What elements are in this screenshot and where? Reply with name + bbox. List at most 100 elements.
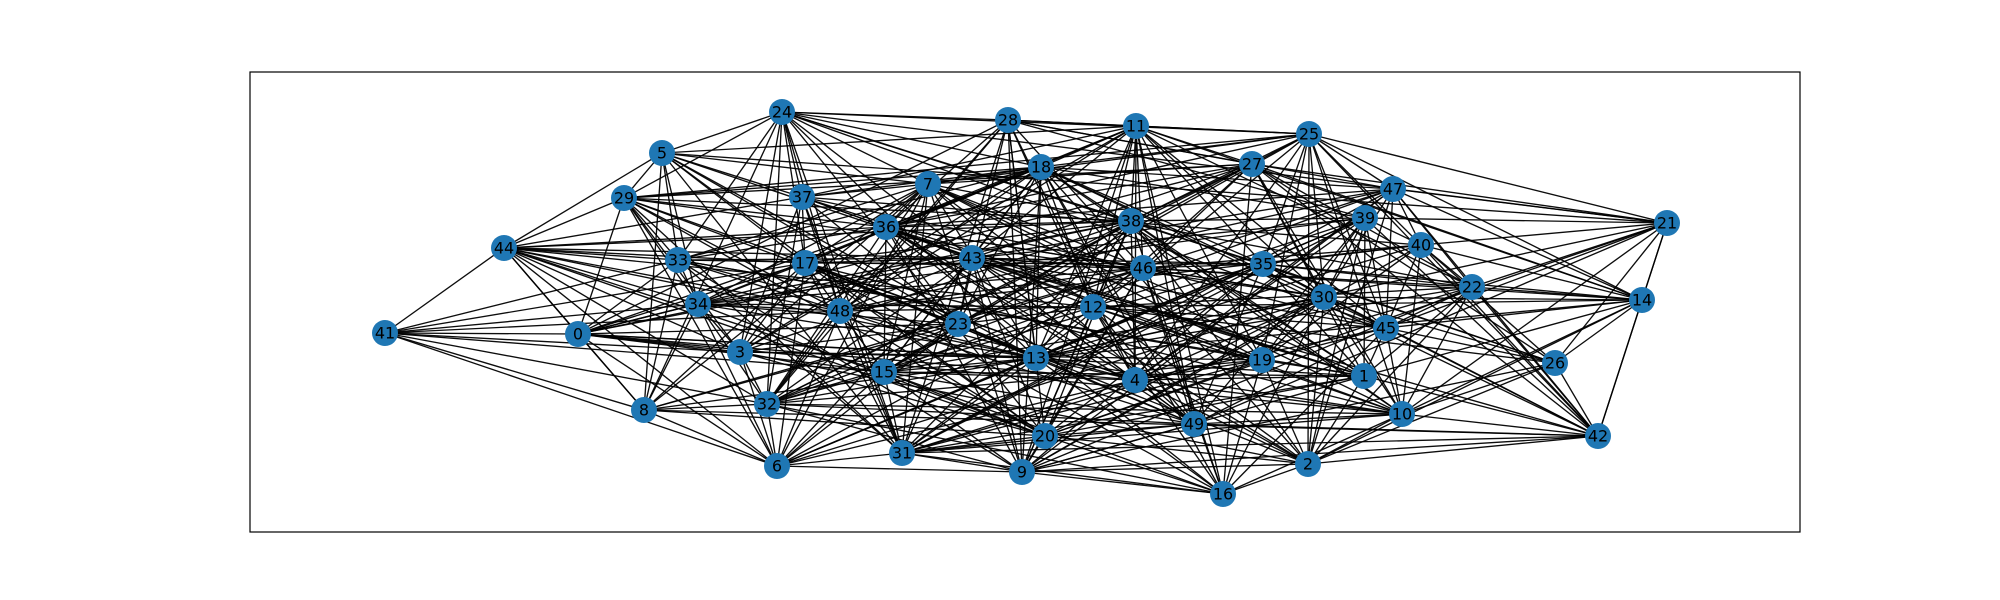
edge-13-14: [1035, 299, 1643, 359]
edge-25-47: [1308, 133, 1394, 190]
edge-28-48: [839, 119, 1009, 312]
edge-12-39: [1092, 217, 1366, 308]
edge-30-47: [1323, 188, 1394, 298]
node-label-39: 39: [1355, 209, 1375, 228]
edge-41-44: [384, 247, 505, 334]
edge-31-45: [901, 327, 1387, 454]
edge-46-49: [1142, 267, 1195, 425]
edge-29-44: [503, 197, 625, 249]
edge-38-39: [1130, 217, 1366, 222]
edge-32-37: [766, 196, 803, 405]
edge-0-33: [577, 259, 679, 335]
node-circle-28: [995, 107, 1021, 133]
edge-32-48: [766, 310, 841, 405]
node-14: 14: [1629, 287, 1655, 313]
node-label-26: 26: [1545, 354, 1565, 373]
node-circle-49: [1181, 411, 1207, 437]
edge-32-41: [384, 332, 768, 405]
edge-16-19: [1222, 359, 1263, 495]
node-38: 38: [1118, 208, 1144, 234]
edge-22-45: [1385, 286, 1473, 329]
edge-36-46: [885, 226, 1144, 269]
node-43: 43: [959, 245, 985, 271]
node-label-14: 14: [1632, 291, 1652, 310]
node-45: 45: [1373, 315, 1399, 341]
edge-31-48: [839, 310, 903, 454]
node-circle-19: [1249, 347, 1275, 373]
edge-36-38: [885, 220, 1132, 228]
edge-7-10: [927, 183, 1403, 415]
node-circle-22: [1459, 274, 1485, 300]
edge-42-47: [1392, 188, 1599, 437]
node-circle-48: [827, 298, 853, 324]
node-circle-29: [611, 185, 637, 211]
node-label-9: 9: [1017, 463, 1027, 482]
edge-0-8: [577, 333, 645, 411]
edge-22-35: [1262, 263, 1473, 288]
node-46: 46: [1130, 255, 1156, 281]
node-label-45: 45: [1376, 319, 1396, 338]
edge-14-27: [1251, 163, 1643, 301]
node-circle-40: [1408, 232, 1434, 258]
node-circle-18: [1028, 154, 1054, 180]
edge-38-44: [503, 220, 1132, 249]
edge-45-49: [1193, 327, 1387, 425]
edge-21-49: [1193, 222, 1668, 425]
edge-layer: [384, 111, 1668, 495]
edge-13-15: [883, 357, 1037, 373]
node-circle-5: [649, 140, 675, 166]
edge-25-40: [1308, 133, 1422, 246]
edge-25-42: [1308, 133, 1599, 437]
node-label-29: 29: [614, 189, 634, 208]
node-1: 1: [1351, 363, 1377, 389]
node-circle-36: [873, 214, 899, 240]
edge-5-44: [503, 152, 663, 249]
edge-32-43: [766, 257, 973, 405]
node-circle-12: [1080, 294, 1106, 320]
node-23: 23: [945, 311, 971, 337]
edge-5-11: [661, 125, 1137, 154]
node-47: 47: [1380, 176, 1406, 202]
node-label-25: 25: [1299, 125, 1319, 144]
node-label-15: 15: [874, 363, 894, 382]
plot-frame: [249, 71, 1801, 533]
edge-18-35: [1040, 166, 1264, 265]
edge-15-36: [883, 226, 887, 373]
node-label-35: 35: [1253, 255, 1273, 274]
edge-24-43: [781, 111, 973, 259]
edge-40-48: [839, 244, 1422, 312]
edge-10-21: [1401, 222, 1668, 415]
edge-39-45: [1364, 217, 1387, 329]
edge-21-39: [1364, 217, 1668, 224]
edge-16-45: [1222, 327, 1387, 495]
node-circle-42: [1585, 423, 1611, 449]
node-circle-11: [1123, 113, 1149, 139]
node-label-30: 30: [1314, 288, 1334, 307]
node-label-8: 8: [639, 401, 649, 420]
edge-28-31: [901, 119, 1009, 454]
node-circle-25: [1296, 121, 1322, 147]
edge-14-40: [1420, 244, 1643, 301]
edge-10-22: [1401, 286, 1473, 415]
node-label-32: 32: [757, 395, 777, 414]
edge-48-49: [839, 310, 1195, 425]
edge-1-42: [1363, 375, 1599, 437]
edge-27-42: [1251, 163, 1599, 437]
edge-16-20: [1044, 435, 1224, 495]
edge-27-36: [885, 163, 1253, 228]
edge-12-19: [1092, 306, 1263, 361]
node-label-7: 7: [923, 175, 933, 194]
edge-3-44: [503, 247, 741, 353]
node-28: 28: [995, 107, 1021, 133]
edge-2-20: [1044, 435, 1309, 465]
edge-15-31: [883, 371, 903, 454]
edge-0-4: [577, 333, 1136, 381]
node-circle-24: [769, 99, 795, 125]
edge-0-41: [384, 332, 579, 335]
edge-34-48: [697, 303, 841, 312]
edge-43-44: [503, 247, 973, 259]
node-label-48: 48: [830, 302, 850, 321]
edge-2-16: [1222, 463, 1309, 495]
edge-26-42: [1554, 362, 1599, 437]
edge-36-49: [885, 226, 1195, 425]
